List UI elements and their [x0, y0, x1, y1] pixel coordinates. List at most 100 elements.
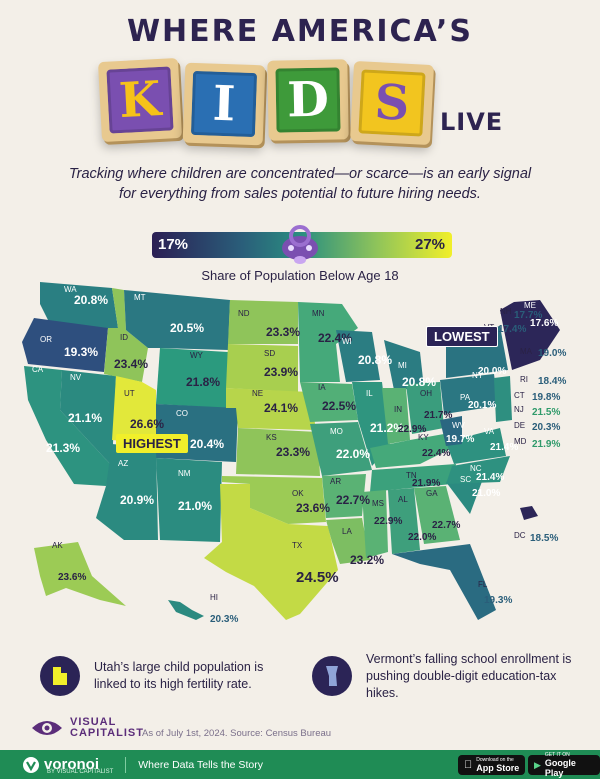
state-abbr-fl: FL	[478, 580, 488, 589]
state-value-nm: 21.0%	[178, 499, 212, 513]
state-value-ri: 18.4%	[538, 376, 566, 387]
state-value-de: 20.3%	[532, 422, 560, 433]
state-value-md: 21.9%	[532, 439, 560, 450]
state-abbr-ar: AR	[330, 477, 341, 486]
state-sd	[226, 344, 298, 392]
state-value-la: 23.2%	[350, 553, 384, 567]
state-il	[352, 382, 390, 466]
google-play-button[interactable]: ▶ GET IT ON Google Play	[528, 752, 600, 778]
source-note: As of July 1st, 2024. Source: Census Bur…	[142, 728, 332, 739]
app-store-small: Download on the	[468, 757, 514, 763]
state-value-nh: 17.7%	[514, 310, 542, 321]
vc-mark-icon	[32, 721, 62, 735]
state-wi	[336, 330, 380, 382]
state-abbr-ca: CA	[32, 365, 44, 374]
state-ne	[226, 388, 316, 430]
state-value-wa: 20.8%	[74, 293, 108, 307]
state-pa	[440, 374, 498, 414]
state-abbr-az: AZ	[118, 459, 128, 468]
state-ms	[362, 490, 388, 558]
state-abbr-ma: MA	[520, 347, 533, 356]
state-abbr-nh: NH	[500, 307, 512, 316]
visual-capitalist-logo: VISUAL CAPITALIST	[30, 712, 144, 744]
state-value-tx: 24.5%	[296, 569, 339, 586]
state-value-id: 23.4%	[114, 357, 148, 371]
state-value-nc: 21.4%	[476, 472, 504, 483]
highest-callout: HIGHEST	[116, 434, 188, 453]
note-utah: Utah’s large child population is linked …	[40, 650, 294, 702]
state-mt	[124, 290, 230, 350]
state-mn	[298, 302, 358, 382]
state-abbr-dc: DC	[514, 531, 526, 540]
block-s: S	[349, 60, 435, 146]
state-abbr-nc: NC	[470, 464, 482, 473]
state-sc	[446, 476, 484, 514]
state-value-ok: 23.6%	[296, 501, 330, 515]
notes-row: Utah’s large child population is linked …	[40, 650, 580, 702]
state-ca	[24, 366, 112, 486]
state-value-az: 20.9%	[120, 493, 154, 507]
state-value-va: 21.4%	[490, 442, 518, 453]
state-abbr-wv: WV	[452, 421, 466, 430]
scale-caption: Share of Population Below Age 18	[201, 268, 399, 283]
vermont-icon	[312, 656, 352, 696]
state-fl	[392, 544, 496, 620]
tagline: Where Data Tells the Story	[138, 758, 263, 771]
play-icon: ▶	[534, 759, 541, 770]
utah-icon	[40, 656, 80, 696]
block-letter: D	[275, 67, 341, 133]
state-ut	[112, 376, 156, 444]
state-value-nv: 21.1%	[68, 411, 102, 425]
state-value-ks: 23.3%	[276, 445, 310, 459]
state-abbr-hi: HI	[210, 593, 218, 602]
state-oh	[406, 382, 444, 434]
state-labels: WA20.8%OR19.3%CA21.3%NV21.1%ID23.4%MT20.…	[32, 285, 566, 625]
app-store-button[interactable]:  Download on the App Store	[458, 755, 526, 775]
state-abbr-de: DE	[514, 421, 525, 430]
state-wa	[40, 282, 118, 328]
state-value-ma: 19.0%	[538, 348, 566, 359]
state-tn	[370, 464, 456, 492]
state-tx	[204, 484, 338, 620]
state-ky	[370, 434, 452, 468]
state-value-ar: 22.7%	[336, 493, 370, 507]
app-store-big: App Store	[468, 763, 519, 773]
state-value-al: 22.0%	[408, 532, 436, 543]
state-value-pa: 20.1%	[468, 400, 496, 411]
state-mo	[310, 422, 372, 476]
state-value-sd: 23.9%	[264, 365, 298, 379]
state-abbr-co: CO	[176, 409, 188, 418]
state-shapes	[22, 282, 560, 620]
state-value-wi: 20.8%	[358, 353, 392, 367]
state-abbr-ga: GA	[426, 489, 438, 498]
play-small: GET IT ON	[544, 752, 570, 758]
state-ia	[300, 382, 358, 422]
note-vermont: Vermont’s falling school enrollment is p…	[312, 650, 576, 702]
lowest-callout: LOWEST	[426, 326, 498, 347]
state-abbr-id: ID	[120, 333, 128, 342]
note-utah-text: Utah’s large child population is linked …	[94, 660, 264, 691]
state-abbr-nd: ND	[238, 309, 250, 318]
state-abbr-tx: TX	[292, 541, 303, 550]
state-value-mo: 22.0%	[336, 447, 370, 461]
state-value-ak: 23.6%	[58, 572, 86, 583]
block-d: D	[267, 59, 349, 141]
state-abbr-ak: AK	[52, 541, 63, 550]
voronoi-brand[interactable]: voronoi BY VISUAL CAPITALIST	[22, 755, 113, 775]
apple-icon: 	[464, 759, 472, 771]
state-abbr-ut: UT	[124, 389, 135, 398]
note-vermont-text: Vermont’s falling school enrollment is p…	[366, 651, 572, 700]
vc-name-line1: VISUAL	[70, 716, 117, 728]
state-la	[326, 518, 370, 564]
state-hi	[168, 600, 204, 620]
state-value-tn: 21.9%	[412, 478, 440, 489]
state-value-mn: 22.4%	[318, 331, 352, 345]
state-value-fl: 19.3%	[484, 595, 512, 606]
state-wv	[440, 416, 462, 446]
state-value-hi: 20.3%	[210, 614, 238, 625]
state-value-oh: 21.7%	[424, 410, 452, 421]
state-ok	[222, 476, 326, 524]
state-value-ut: 26.6%	[130, 417, 164, 431]
state-abbr-ms: MS	[372, 499, 384, 508]
state-abbr-wy: WY	[190, 351, 204, 360]
